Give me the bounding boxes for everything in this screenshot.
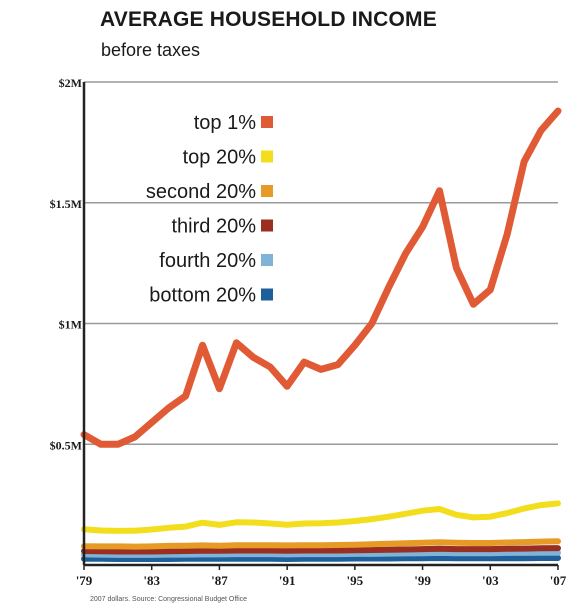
legend-swatch [261,116,273,128]
y-tick-label: $1M [59,318,82,332]
x-tick-label: '95 [347,573,364,588]
x-tick-label: '87 [211,573,228,588]
x-tick-label: '07 [550,573,567,588]
series-line-fourth-20- [81,549,561,558]
legend: top 1% top 20% second 20% third 20% fourth 2… [146,112,273,307]
x-tick-label: '03 [482,573,499,588]
x-tick-label: '83 [143,573,160,588]
y-tick-labels: $2M $1.5M $1M $0.5M [50,76,82,452]
legend-label: top 20% [183,147,257,169]
legend-label: third 20% [172,216,257,238]
source-note: 2007 dollars. Source: Congressional Budg… [90,596,248,603]
series-line-top-1- [80,107,562,448]
y-tick-label: $2M [59,76,82,90]
legend-label: second 20% [146,181,256,203]
legend-label: top 1% [194,112,256,134]
x-tick-label: '99 [414,573,431,588]
x-tick-label: '79 [76,573,93,588]
x-tick-labels: '79 '83 '87 '91 '95 '99 '03 '07 [76,573,567,588]
y-tick-label: $0.5M [50,438,82,452]
legend-swatch [261,219,273,232]
legend-swatch [261,254,273,266]
chart-subtitle: before taxes [101,40,201,60]
chart-title: AVERAGE HOUSEHOLD INCOME [100,8,437,31]
gridlines [84,81,558,446]
legend-swatch [261,150,273,163]
series-lines [80,107,562,562]
series-line-bottom-20- [81,555,561,562]
legend-swatch [261,185,273,197]
series-line-third-20- [81,545,561,555]
legend-label: fourth 20% [159,250,256,272]
legend-swatch [261,288,273,301]
y-tick-label: $1.5M [50,197,82,211]
x-tick-label: '91 [279,573,296,588]
series-line-top-20- [81,500,561,534]
series-line-second-20- [81,538,561,550]
axes [82,82,559,570]
legend-label: bottom 20% [149,285,256,307]
